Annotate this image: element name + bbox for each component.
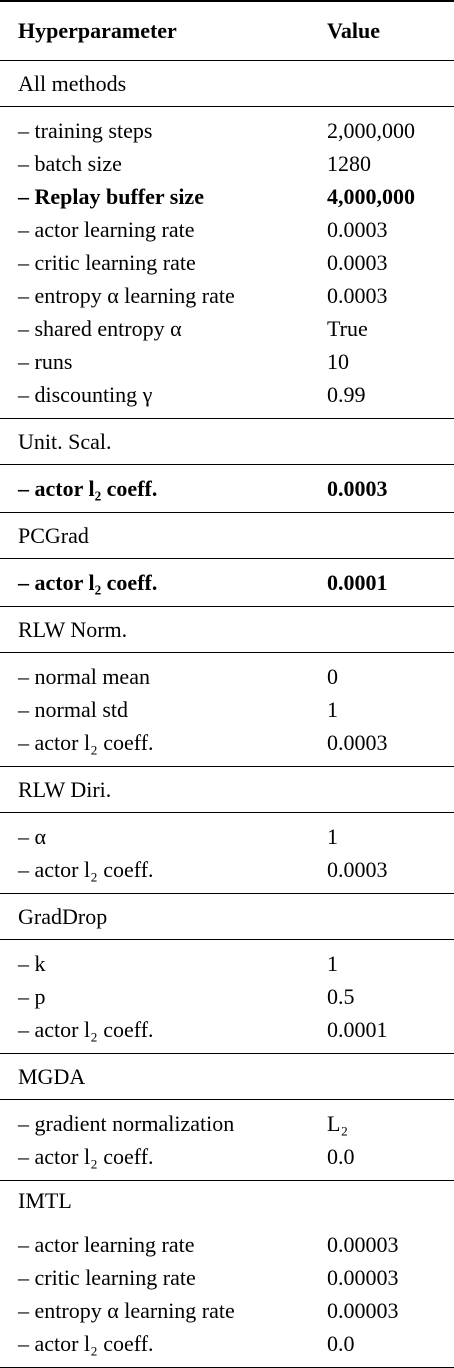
param-label: – runs bbox=[18, 348, 73, 374]
table-row: – actor l₂ coeff. 0.0001 bbox=[0, 1013, 454, 1046]
param-label: – batch size bbox=[18, 150, 122, 176]
header-row: Hyperparameter Value bbox=[0, 2, 454, 61]
table-row: – actor learning rate 0.00003 bbox=[0, 1228, 454, 1261]
table-row: – p 0.5 bbox=[0, 980, 454, 1013]
param-label: – critic learning rate bbox=[18, 1264, 196, 1290]
group-body: – actor l₂ coeff. 0.0003 bbox=[0, 465, 454, 513]
group-body: – normal mean 0 – normal std 1 – actor l₂ co… bbox=[0, 653, 454, 767]
table-row: – actor l₂ coeff. 0.0003 bbox=[0, 472, 454, 505]
param-label: – actor learning rate bbox=[18, 216, 195, 242]
param-label: – α bbox=[18, 823, 47, 849]
group-title: Unit. Scal. bbox=[0, 419, 454, 465]
header-cell: Hyperparameter bbox=[18, 18, 177, 43]
table-row: – actor l₂ coeff. 0.0 bbox=[0, 1140, 454, 1173]
table-row: – normal mean 0 bbox=[0, 660, 454, 693]
group-title: IMTL bbox=[18, 1188, 72, 1213]
table-row: – actor l₂ coeff. 0.0003 bbox=[0, 853, 454, 886]
param-label: – actor l₂ coeff. bbox=[18, 729, 154, 755]
param-label: – normal mean bbox=[18, 663, 150, 689]
group-title: RLW Norm. bbox=[0, 607, 454, 653]
param-value: L₂ bbox=[327, 1110, 349, 1136]
param-label: – actor l₂ coeff. bbox=[18, 1143, 154, 1169]
param-value: 1 bbox=[327, 696, 338, 722]
param-value: 0.5 bbox=[327, 983, 355, 1009]
param-label: – actor learning rate bbox=[18, 1231, 195, 1257]
group-title: RLW Diri. bbox=[0, 767, 454, 813]
param-label: – p bbox=[18, 983, 46, 1009]
group-title: PCGrad bbox=[0, 513, 454, 559]
header-cell: Value bbox=[327, 18, 380, 43]
param-label: – training steps bbox=[18, 117, 153, 143]
param-label: – actor l₂ coeff. bbox=[18, 856, 154, 882]
table-row: – normal std 1 bbox=[0, 693, 454, 726]
group-title: MGDA bbox=[0, 1054, 454, 1100]
group-body: – α 1 – actor l₂ coeff. 0.0003 bbox=[0, 813, 454, 894]
param-value: 0.99 bbox=[327, 381, 366, 407]
param-label: – entropy α learning rate bbox=[18, 1297, 235, 1323]
table-row: – entropy α learning rate 0.0003 bbox=[0, 279, 454, 312]
param-value: 0.0003 bbox=[327, 475, 388, 501]
param-value: 0.0003 bbox=[327, 729, 388, 755]
param-label: – Replay buffer size bbox=[18, 183, 204, 209]
table-row: – α 1 bbox=[0, 820, 454, 853]
table-row: – shared entropy α True bbox=[0, 312, 454, 345]
param-label: – normal std bbox=[18, 696, 128, 722]
group-title: GradDrop bbox=[0, 894, 454, 940]
param-value: 1 bbox=[327, 950, 338, 976]
param-label: – gradient normalization bbox=[18, 1110, 235, 1136]
param-label: – actor l₂ coeff. bbox=[18, 569, 158, 595]
table-row: – k 1 bbox=[0, 947, 454, 980]
table-row: – actor l₂ coeff. 0.0003 bbox=[0, 726, 454, 759]
param-value: 0.00003 bbox=[327, 1264, 399, 1290]
param-label: – actor l₂ coeff. bbox=[18, 475, 158, 501]
param-value: 0 bbox=[327, 663, 338, 689]
group-body: – actor l₂ coeff. 0.0001 bbox=[0, 559, 454, 607]
param-value: 0.0 bbox=[327, 1143, 355, 1169]
param-value: 0.0003 bbox=[327, 249, 388, 275]
param-value: 4,000,000 bbox=[327, 183, 415, 209]
table-row: – critic learning rate 0.00003 bbox=[0, 1261, 454, 1294]
param-label: – k bbox=[18, 950, 46, 976]
group-body: – k 1 – p 0.5 – actor l₂ coeff. 0.0001 bbox=[0, 940, 454, 1054]
param-label: – critic learning rate bbox=[18, 249, 196, 275]
table-row: – gradient normalization L₂ bbox=[0, 1107, 454, 1140]
param-value: 1 bbox=[327, 823, 338, 849]
param-value: 1280 bbox=[327, 150, 371, 176]
param-label: – actor l₂ coeff. bbox=[18, 1016, 154, 1042]
table-row: – actor learning rate 0.0003 bbox=[0, 213, 454, 246]
table-row: – actor l₂ coeff. 0.0001 bbox=[0, 566, 454, 599]
table-row: – Replay buffer size 4,000,000 bbox=[0, 180, 454, 213]
group-body: – actor learning rate 0.00003– critic lea… bbox=[0, 1221, 454, 1368]
table-row: – batch size 1280 bbox=[0, 147, 454, 180]
group-body: – training steps 2,000,000 – batch size 128… bbox=[0, 107, 454, 419]
param-value: 0.00003 bbox=[327, 1231, 399, 1257]
param-value: 0.00003 bbox=[327, 1297, 399, 1323]
param-value: 0.0003 bbox=[327, 856, 388, 882]
param-value: 0.0 bbox=[327, 1330, 355, 1356]
table-row: – entropy α learning rate 0.00003 bbox=[0, 1294, 454, 1327]
table-row: – critic learning rate 0.0003 bbox=[0, 246, 454, 279]
param-value: True bbox=[327, 315, 368, 341]
param-value: 0.0003 bbox=[327, 216, 388, 242]
param-label: – actor l₂ coeff. bbox=[18, 1330, 154, 1356]
param-value: 10 bbox=[327, 348, 349, 374]
param-value: 0.0003 bbox=[327, 282, 388, 308]
param-value: 0.0001 bbox=[327, 1016, 388, 1042]
param-value: 2,000,000 bbox=[327, 117, 415, 143]
table-row: – discounting γ 0.99 bbox=[0, 378, 454, 411]
table-row: – actor l₂ coeff. 0.0 bbox=[0, 1327, 454, 1360]
group-body: – gradient normalization L₂ – actor l₂ coe… bbox=[0, 1100, 454, 1181]
param-label: – discounting γ bbox=[18, 381, 153, 407]
param-label: – shared entropy α bbox=[18, 315, 182, 341]
table-row: – runs 10 bbox=[0, 345, 454, 378]
group-title: All methods bbox=[0, 61, 454, 107]
table-row: – training steps 2,000,000 bbox=[0, 114, 454, 147]
param-label: – entropy α learning rate bbox=[18, 282, 235, 308]
param-value: 0.0001 bbox=[327, 569, 388, 595]
